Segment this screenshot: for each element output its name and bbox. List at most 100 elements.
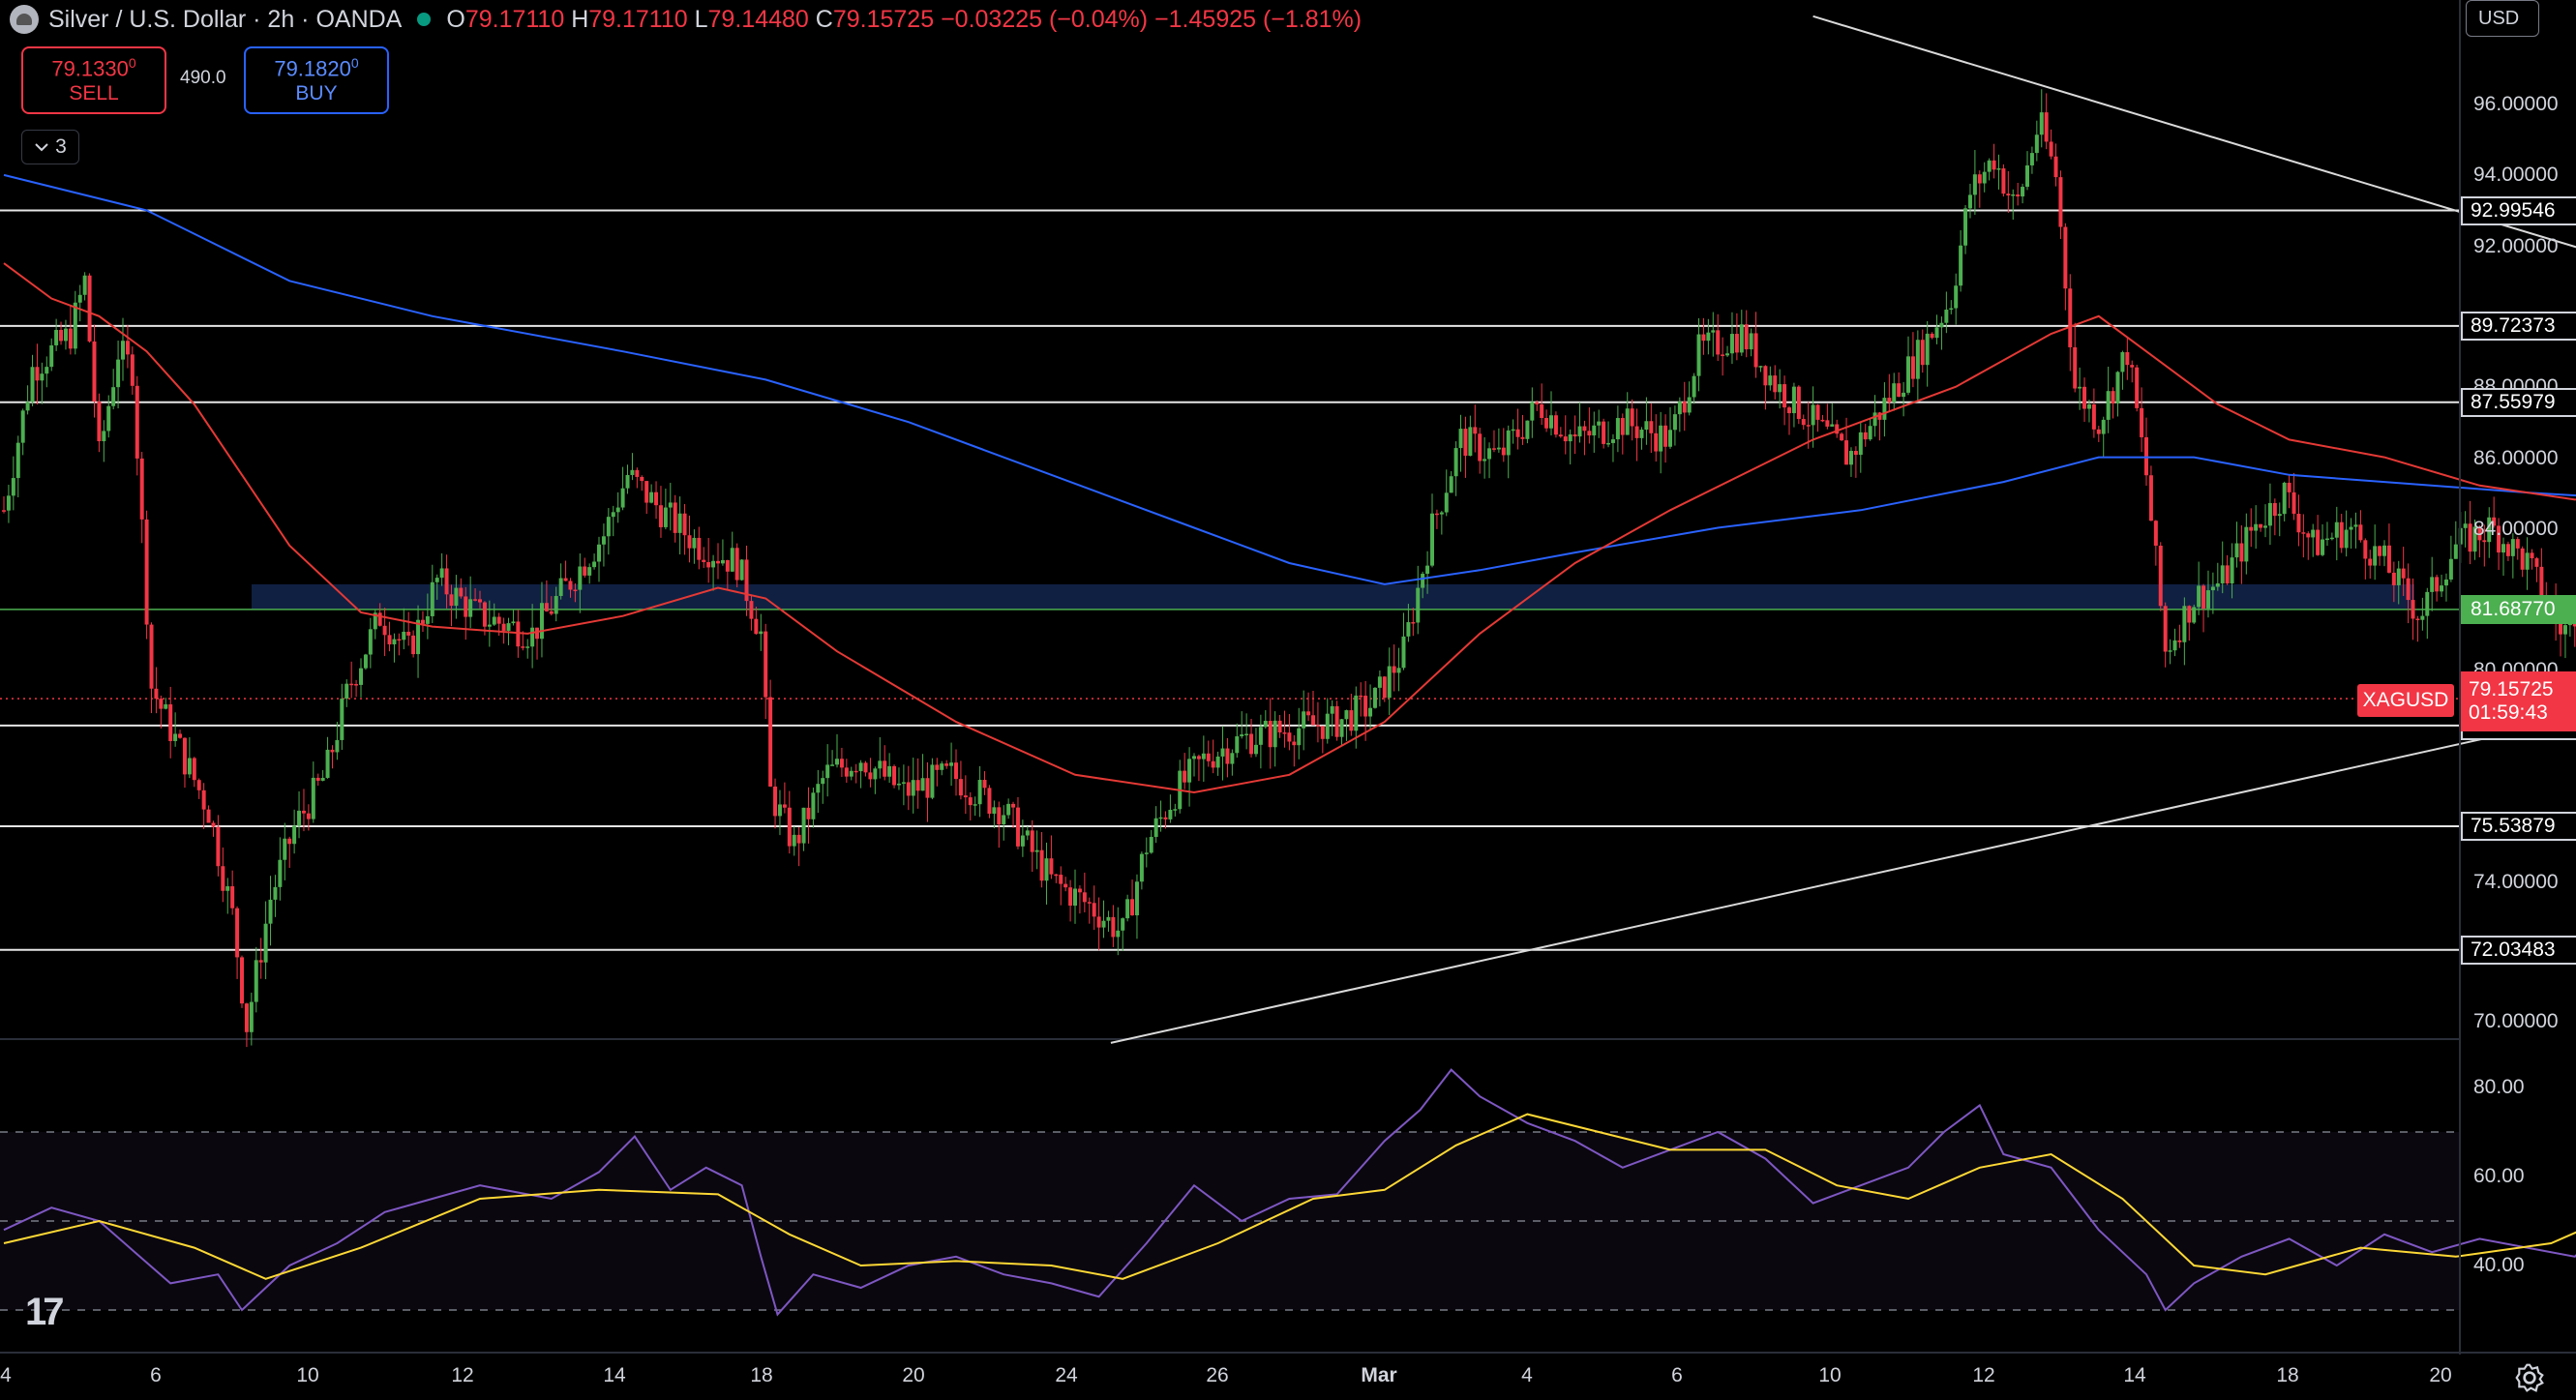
candle-body bbox=[2144, 436, 2148, 476]
candle-body bbox=[2497, 525, 2501, 553]
candle-body bbox=[49, 344, 54, 368]
candle-body bbox=[216, 826, 221, 867]
candle-body bbox=[2135, 367, 2140, 408]
candle-body bbox=[1910, 356, 1915, 379]
candle-body bbox=[206, 809, 211, 823]
candle-body bbox=[1430, 513, 1434, 566]
candle-body bbox=[963, 795, 968, 798]
candle-body bbox=[292, 825, 297, 845]
candle-body bbox=[411, 635, 416, 655]
candle-body bbox=[1820, 419, 1825, 422]
candle-body bbox=[620, 488, 625, 508]
candle-body bbox=[178, 733, 183, 738]
candle-body bbox=[1453, 448, 1458, 477]
candle-body bbox=[1639, 430, 1644, 438]
candle-body bbox=[2120, 352, 2125, 372]
candle-body bbox=[1077, 888, 1082, 893]
candle-body bbox=[1325, 713, 1330, 739]
candle-body bbox=[1902, 392, 1906, 398]
candle-body bbox=[1782, 384, 1787, 408]
candle-body bbox=[382, 625, 387, 636]
candle-body bbox=[744, 559, 749, 602]
candle-body bbox=[111, 387, 116, 406]
candle-body bbox=[2525, 552, 2530, 570]
candle-body bbox=[2373, 546, 2378, 566]
candle-body bbox=[516, 621, 521, 647]
time-tick-label: 6 bbox=[150, 1364, 162, 1386]
candle-body bbox=[801, 807, 806, 844]
time-tick-label: 26 bbox=[1206, 1364, 1229, 1386]
candle-body bbox=[2334, 521, 2339, 538]
candle-body bbox=[1544, 418, 1549, 429]
candle-body bbox=[244, 1003, 249, 1032]
candle-body bbox=[2287, 482, 2291, 492]
candle-body bbox=[1892, 383, 1897, 402]
trendline bbox=[1110, 717, 2576, 1044]
candle-body bbox=[235, 908, 240, 958]
candle-body bbox=[2197, 585, 2202, 608]
candle-body bbox=[759, 631, 764, 635]
price-tick-label: 96.00000 bbox=[2473, 93, 2559, 115]
candle-body bbox=[640, 476, 644, 482]
chart-legend: Silver / U.S. Dollar · 2h · OANDA O79.17… bbox=[10, 2, 1362, 37]
candle-body bbox=[2148, 475, 2153, 521]
candle-body bbox=[1749, 333, 1753, 350]
candle-body bbox=[2443, 579, 2448, 586]
candle-body bbox=[625, 474, 630, 489]
sell-price: 79.1330 bbox=[51, 56, 129, 81]
settings-gear-icon[interactable] bbox=[2514, 1362, 2545, 1393]
candle-body bbox=[1087, 902, 1092, 904]
candle-body bbox=[654, 491, 659, 506]
candle-body bbox=[558, 578, 563, 596]
candle-body bbox=[1306, 711, 1311, 716]
candle-body bbox=[1496, 447, 1501, 450]
currency-selector[interactable]: USD bbox=[2466, 0, 2539, 37]
candle-body bbox=[1773, 375, 1778, 393]
candle-body bbox=[901, 782, 906, 784]
candle-body bbox=[1558, 434, 1563, 437]
candle-body bbox=[1297, 728, 1302, 746]
candle-body bbox=[2091, 403, 2096, 430]
candle-body bbox=[773, 786, 778, 817]
candle-body bbox=[1906, 356, 1910, 393]
candle-body bbox=[149, 624, 154, 689]
candle-body bbox=[1858, 432, 1863, 456]
candle-body bbox=[2316, 529, 2321, 555]
candle-body bbox=[987, 788, 992, 815]
candle-body bbox=[2539, 566, 2544, 600]
indicators-collapse-button[interactable]: 3 bbox=[21, 130, 79, 164]
buy-button[interactable]: 79.18200 BUY bbox=[244, 46, 389, 114]
candle-body bbox=[377, 612, 382, 626]
candle-body bbox=[511, 621, 516, 624]
candle-body bbox=[1597, 421, 1602, 426]
symbol-title[interactable]: Silver / U.S. Dollar · 2h · OANDA bbox=[48, 5, 403, 33]
candle-body bbox=[1540, 403, 1544, 419]
candle-body bbox=[92, 341, 97, 402]
candle-body bbox=[1501, 447, 1506, 456]
silver-logo-icon bbox=[10, 5, 39, 34]
tradingview-logo-icon[interactable]: 17 bbox=[25, 1291, 64, 1333]
candle-body bbox=[306, 813, 311, 819]
candle-body bbox=[2205, 590, 2210, 609]
candle-body bbox=[611, 512, 615, 518]
candle-body bbox=[1253, 744, 1258, 755]
candle-body bbox=[906, 782, 911, 796]
candle-body bbox=[173, 733, 178, 741]
candle-body bbox=[2515, 539, 2520, 549]
candle-body bbox=[2001, 168, 2006, 194]
candle-body bbox=[1258, 727, 1263, 745]
candle-body bbox=[82, 275, 87, 295]
current-price: 79.15725 bbox=[2469, 678, 2554, 700]
candle-body bbox=[1515, 429, 1520, 437]
candle-body bbox=[1582, 426, 1587, 432]
candle-body bbox=[1396, 668, 1401, 673]
candle-body bbox=[768, 697, 773, 787]
candle-body bbox=[1835, 424, 1840, 434]
candle-body bbox=[168, 703, 173, 741]
sell-button[interactable]: 79.13300 SELL bbox=[21, 46, 166, 114]
candle-body bbox=[506, 623, 511, 631]
candle-body bbox=[2115, 372, 2120, 404]
candle-body bbox=[1025, 830, 1030, 836]
candle-body bbox=[2130, 365, 2135, 368]
